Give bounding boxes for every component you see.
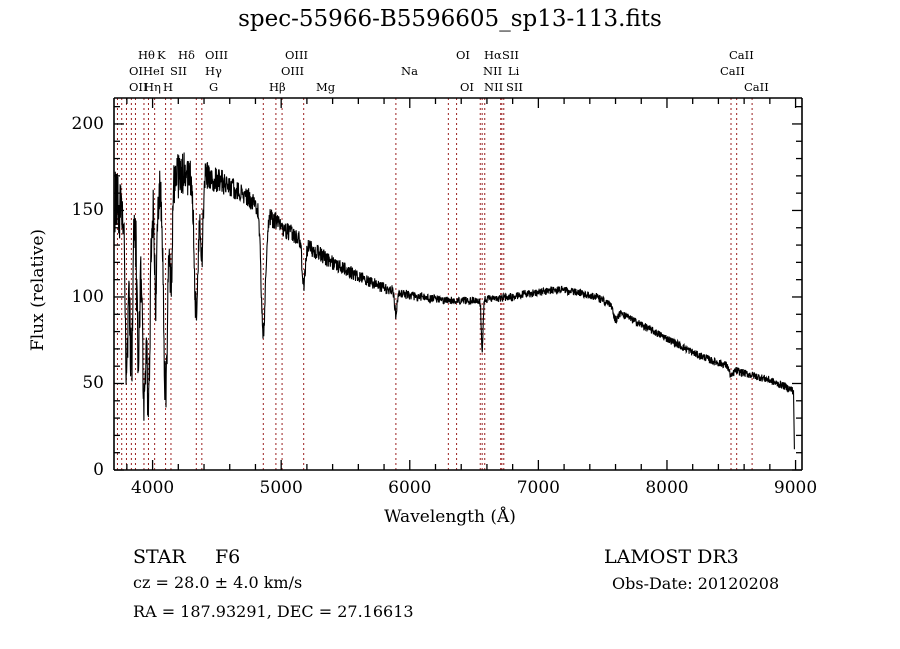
line-label-NII-25: NII <box>484 80 504 94</box>
line-label-H-0: Hθ <box>138 48 155 62</box>
y-tick-label-150: 150 <box>71 200 104 221</box>
line-label-OI-24: OI <box>460 80 474 94</box>
line-label-CaII-8: CaII <box>729 48 754 62</box>
line-label-OIII-3: OIII <box>205 48 229 62</box>
y-tick-label-100: 100 <box>71 286 104 307</box>
spectral-class: F6 <box>215 546 241 568</box>
coordinates: RA = 187.93291, DEC = 27.16613 <box>133 602 414 621</box>
line-label-H-2: Hδ <box>178 48 195 62</box>
line-label-OIII-4: OIII <box>285 48 309 62</box>
survey-name: LAMOST DR3 <box>604 546 739 568</box>
line-label-OII-18: OII <box>129 80 148 94</box>
line-label-SII-7: SII <box>502 48 519 62</box>
line-label-OIII-13: OIII <box>281 64 305 78</box>
line-label-SII-26: SII <box>506 80 523 94</box>
line-label-H-20: H <box>163 80 174 94</box>
line-label-HeI-10: HeI <box>143 64 165 78</box>
line-label-CaII-27: CaII <box>744 80 769 94</box>
line-marker-group <box>116 98 753 470</box>
line-label-Li-16: Li <box>508 64 520 78</box>
y-tick-label-50: 50 <box>82 373 104 394</box>
line-label-NII-15: NII <box>483 64 503 78</box>
spectrum-trace <box>114 152 795 450</box>
line-label-K-1: K <box>157 48 166 62</box>
y-tick-label-0: 0 <box>93 460 104 480</box>
line-label-SII-11: SII <box>170 64 187 78</box>
axis-ticks <box>114 98 802 471</box>
line-label-CaII-17: CaII <box>720 64 745 78</box>
observation-date: Obs-Date: 20120208 <box>612 574 780 593</box>
line-label-H-6: Hα <box>484 48 502 62</box>
x-tick-label-4000: 4000 <box>130 478 175 498</box>
y-tick-label-200: 200 <box>71 113 104 134</box>
line-label-Mg-23: Mg <box>316 80 336 94</box>
redshift-velocity: cz = 28.0 ± 4.0 km/s <box>133 573 303 592</box>
x-tick-label-6000: 6000 <box>388 478 432 498</box>
line-label-H-22: Hβ <box>269 80 286 94</box>
line-label-OI-5: OI <box>456 48 470 62</box>
x-tick-label-9000: 9000 <box>773 478 818 498</box>
axis-frame <box>113 97 803 471</box>
line-label-Na-14: Na <box>401 64 418 78</box>
x-axis-label: Wavelength (Å) <box>384 507 516 527</box>
object-type: STAR <box>133 546 186 568</box>
line-label-H-12: Hγ <box>205 64 222 78</box>
x-tick-label-7000: 7000 <box>516 478 560 498</box>
line-label-G-21: G <box>209 80 219 94</box>
x-tick-label-8000: 8000 <box>645 478 689 498</box>
line-label-H-19: Hη <box>144 80 161 94</box>
page-title: spec-55966-B5596605_sp13-113.fits <box>238 6 662 32</box>
line-label-OI-9: OI <box>129 64 143 78</box>
x-tick-label-5000: 5000 <box>259 478 303 498</box>
